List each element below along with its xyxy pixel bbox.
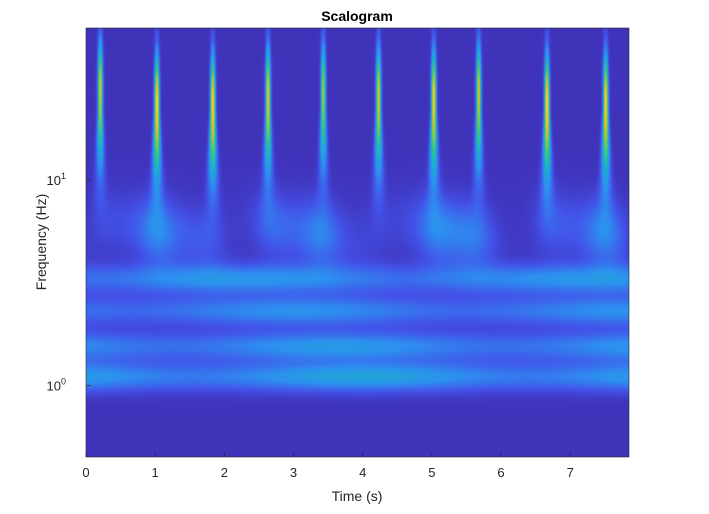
scalogram-heatmap (86, 28, 629, 457)
x-tick-label: 2 (221, 465, 228, 480)
axes-box (85, 27, 630, 458)
x-axis: 0 1 2 3 4 5 6 7 (82, 452, 574, 480)
chart-title: Scalogram (321, 8, 393, 24)
x-tick-label: 1 (152, 465, 159, 480)
plot-area (85, 27, 630, 458)
x-tick-label: 6 (497, 465, 504, 480)
x-tick-label: 7 (567, 465, 574, 480)
y-tick-label: 101 (47, 171, 66, 188)
y-axis: 100 101 (47, 171, 91, 394)
x-axis-label: Time (s) (332, 488, 383, 504)
x-tick-label: 0 (82, 465, 89, 480)
y-axis-label: Frequency (Hz) (33, 194, 49, 290)
x-tick-label: 4 (359, 465, 366, 480)
x-tick-label: 5 (428, 465, 435, 480)
x-tick-label: 3 (290, 465, 297, 480)
y-tick-label: 100 (47, 377, 66, 394)
